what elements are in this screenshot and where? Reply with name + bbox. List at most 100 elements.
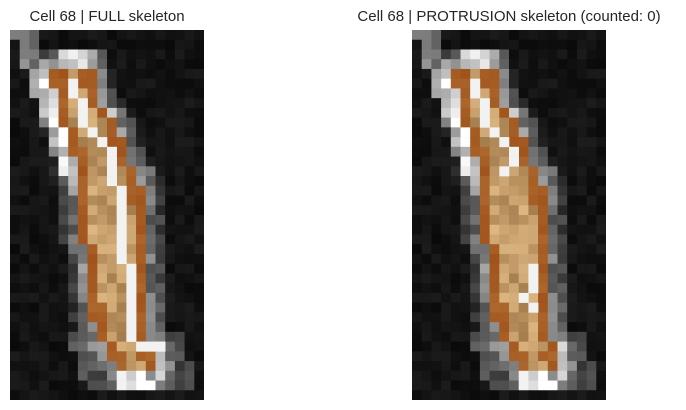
pixel (547, 88, 558, 99)
pixel (499, 273, 510, 284)
pixel (421, 351, 432, 362)
pixel (538, 283, 549, 294)
pixel (586, 302, 597, 313)
pixel (470, 244, 481, 255)
pixel (538, 137, 549, 148)
pixel (145, 156, 156, 167)
pixel (460, 137, 471, 148)
pixel (509, 215, 519, 226)
pixel (557, 224, 568, 235)
pixel (155, 244, 166, 255)
pixel (184, 224, 195, 235)
pixel (586, 361, 597, 372)
pixel (509, 195, 519, 206)
skeleton-pixel (479, 98, 490, 109)
skeleton-pixel (116, 185, 127, 196)
pixel (58, 370, 69, 381)
pixel (518, 30, 529, 41)
pixel (538, 78, 549, 89)
pixel (441, 253, 452, 264)
pixel (538, 59, 549, 70)
pixel (87, 68, 98, 79)
pixel (126, 390, 137, 400)
pixel (567, 59, 578, 70)
pixel (431, 107, 442, 118)
pixel (499, 195, 510, 206)
pixel (470, 234, 481, 245)
pixel (29, 185, 40, 196)
pixel (576, 292, 587, 303)
pixel (48, 273, 59, 284)
pixel (29, 312, 40, 323)
pixel (39, 146, 50, 157)
pixel (412, 224, 422, 235)
pixel (39, 283, 50, 294)
pixel (19, 283, 30, 294)
pixel (155, 224, 166, 235)
pixel (489, 224, 500, 235)
pixel (48, 234, 59, 245)
pixel (165, 263, 176, 274)
pixel (586, 292, 597, 303)
pixel (412, 351, 422, 362)
pixel (194, 146, 204, 157)
pixel (538, 68, 549, 79)
pixel (528, 78, 539, 89)
pixel (509, 107, 519, 118)
pixel (499, 361, 510, 372)
pixel (547, 156, 558, 167)
pixel (421, 30, 432, 41)
pixel (528, 98, 539, 109)
pixel (174, 390, 185, 400)
pixel (107, 380, 117, 391)
pixel (19, 331, 30, 342)
pixel (48, 78, 59, 89)
pixel (77, 263, 88, 274)
pixel (489, 88, 500, 99)
pixel (538, 224, 549, 235)
skeleton-pixel (107, 176, 117, 187)
pixel (509, 59, 519, 70)
pixel (145, 263, 156, 274)
pixel (29, 205, 40, 216)
pixel (538, 156, 549, 167)
pixel (441, 370, 452, 381)
pixel (421, 88, 432, 99)
pixel (77, 331, 88, 342)
pixel (19, 156, 30, 167)
pixel (441, 341, 452, 352)
pixel (586, 49, 597, 60)
pixel (19, 263, 30, 274)
pixel (48, 341, 59, 352)
pixel (586, 215, 597, 226)
pixel (441, 351, 452, 362)
pixel (136, 185, 147, 196)
pixel (441, 49, 452, 60)
skeleton-pixel (107, 146, 117, 157)
pixel (499, 146, 510, 157)
pixel (77, 185, 88, 196)
pixel (421, 117, 432, 128)
pixel (528, 137, 539, 148)
skeleton-pixel (116, 224, 127, 235)
pixel (194, 117, 204, 128)
pixel (126, 78, 137, 89)
pixel (10, 215, 20, 226)
pixel (184, 205, 195, 216)
pixel (460, 331, 471, 342)
pixel (87, 49, 98, 60)
pixel (87, 234, 98, 245)
pixel (421, 253, 432, 264)
pixel (596, 166, 606, 177)
pixel (39, 107, 50, 118)
pixel (155, 176, 166, 187)
pixel (39, 215, 50, 226)
pixel (145, 253, 156, 264)
pixel (126, 49, 137, 60)
pixel (155, 351, 166, 362)
pixel (116, 302, 127, 313)
pixel (509, 205, 519, 216)
pixel (165, 341, 176, 352)
pixel (155, 127, 166, 138)
skeleton-pixel (126, 263, 137, 274)
